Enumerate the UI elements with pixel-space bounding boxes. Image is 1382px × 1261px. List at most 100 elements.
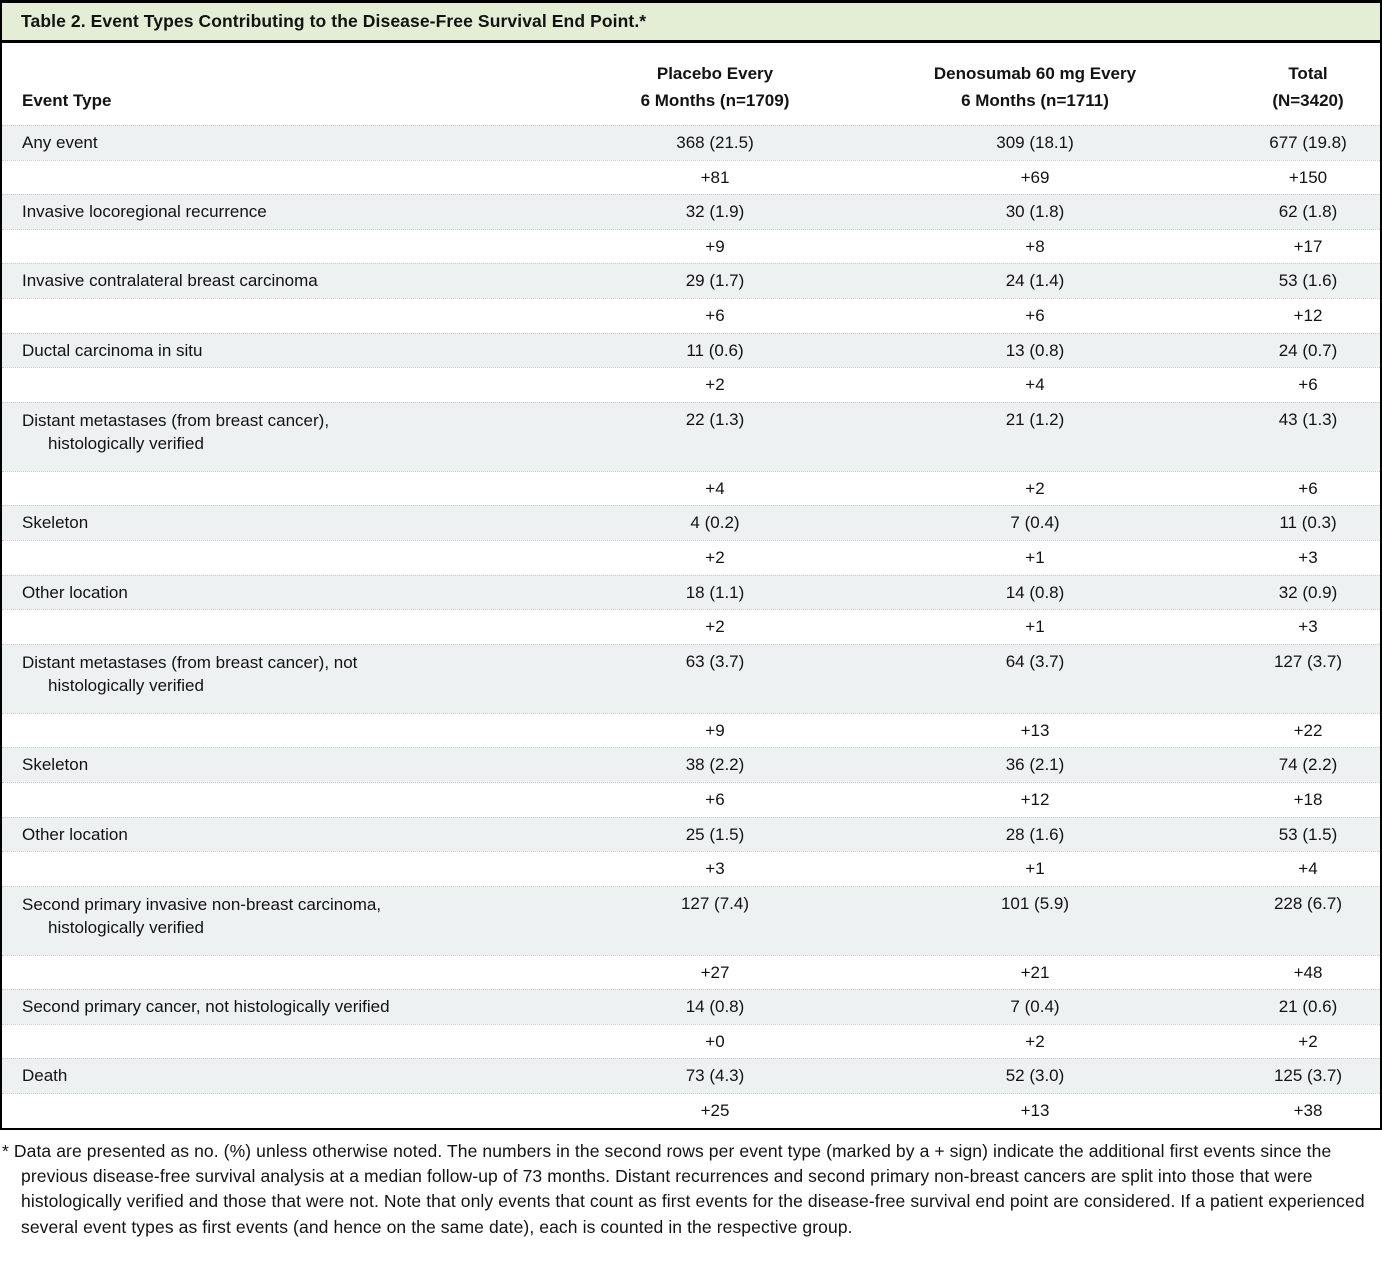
added-placebo-value: +4 xyxy=(705,478,725,498)
added-placebo-value: +25 xyxy=(700,1101,730,1121)
added-denosumab-value: +13 xyxy=(1020,1101,1050,1121)
denosumab-value: 14 (0.8) xyxy=(1005,582,1065,602)
event-label-line1: Skeleton xyxy=(22,513,89,533)
added-total-value: +6 xyxy=(1298,478,1318,498)
event-label-line1: Death xyxy=(22,1066,68,1086)
event-label: Other location xyxy=(2,576,560,610)
added-events-row: +81 +69 +150 xyxy=(2,159,1380,195)
event-label-line1: Ductal carcinoma in situ xyxy=(22,340,203,360)
denosumab-value: 24 (1.4) xyxy=(1005,271,1065,291)
added-denosumab-value: +12 xyxy=(1020,789,1050,809)
event-row: Skeleton 38 (2.2) 36 (2.1) 74 (2.2) xyxy=(2,747,1380,782)
added-denosumab-value: +13 xyxy=(1020,720,1050,740)
event-row: Any event 368 (21.5) 309 (18.1) 677 (19.8) xyxy=(2,125,1380,160)
denosumab-value: 28 (1.6) xyxy=(1005,824,1065,844)
empty-label-cell xyxy=(2,299,560,333)
added-total-value: +2 xyxy=(1298,1031,1318,1051)
event-row: Second primary cancer, not histologicall… xyxy=(2,989,1380,1024)
added-placebo-value: +2 xyxy=(705,375,725,395)
added-events-row: +25 +13 +38 xyxy=(2,1093,1380,1128)
event-label-line1: Distant metastases (from breast cancer), xyxy=(22,410,330,430)
event-label: Ductal carcinoma in situ xyxy=(2,334,560,368)
placebo-value: 18 (1.1) xyxy=(685,582,745,602)
placebo-value: 22 (1.3) xyxy=(685,409,745,429)
denosumab-value: 309 (18.1) xyxy=(996,133,1074,152)
table-card: Table 2. Event Types Contributing to the… xyxy=(0,0,1382,1130)
total-value: 21 (0.6) xyxy=(1278,997,1338,1017)
event-row: Invasive locoregional recurrence 32 (1.9)… xyxy=(2,194,1380,229)
added-denosumab-value: +1 xyxy=(1025,617,1045,637)
event-label-line1: Other location xyxy=(22,582,128,602)
placebo-value: 4 (0.2) xyxy=(690,513,740,533)
column-header-row: Event Type Placebo Every 6 Months (n=170… xyxy=(2,43,1380,125)
added-placebo-value: +2 xyxy=(705,617,725,637)
event-label-line2: histologically verified xyxy=(48,675,204,695)
placebo-value: 38 (2.2) xyxy=(685,755,745,775)
empty-label-cell xyxy=(2,230,560,264)
added-events-row: +4 +2 +6 xyxy=(2,470,1380,506)
denosumab-value: 52 (3.0) xyxy=(1005,1066,1065,1086)
added-placebo-value: +6 xyxy=(705,305,725,325)
event-label: Other location xyxy=(2,818,560,852)
event-label: Invasive locoregional recurrence xyxy=(2,195,560,229)
event-label-line1: Skeleton xyxy=(22,755,89,775)
event-label-line1: Any event xyxy=(22,133,98,152)
added-events-row: +0 +2 +2 xyxy=(2,1023,1380,1059)
column-header-event-type: Event Type xyxy=(22,91,112,110)
column-header-total: Total (N=3420) xyxy=(1272,64,1344,110)
total-value: 677 (19.8) xyxy=(1269,133,1347,152)
added-denosumab-value: +1 xyxy=(1025,859,1045,879)
column-header-denosumab: Denosumab 60 mg Every 6 Months (n=1711) xyxy=(933,64,1137,110)
added-placebo-value: +9 xyxy=(705,720,725,740)
denosumab-value: 13 (0.8) xyxy=(1005,340,1065,360)
table-title-bar: Table 2. Event Types Contributing to the… xyxy=(2,3,1380,43)
total-value: 62 (1.8) xyxy=(1278,202,1338,222)
event-label: Invasive contralateral breast carcinoma xyxy=(2,264,560,298)
total-value: 53 (1.6) xyxy=(1278,271,1338,291)
denosumab-value: 7 (0.4) xyxy=(1010,997,1060,1017)
empty-label-cell xyxy=(2,714,560,748)
added-events-row: +3 +1 +4 xyxy=(2,851,1380,886)
denosumab-value: 21 (1.2) xyxy=(1005,409,1065,429)
added-denosumab-value: +2 xyxy=(1025,478,1045,498)
added-denosumab-value: +1 xyxy=(1025,547,1045,567)
added-denosumab-value: +69 xyxy=(1020,167,1050,187)
total-value: 53 (1.5) xyxy=(1278,824,1338,844)
event-label-line2: histologically verified xyxy=(48,917,204,937)
empty-label-cell xyxy=(2,956,560,990)
empty-label-cell xyxy=(2,1094,560,1128)
event-label: Second primary cancer, not histologicall… xyxy=(2,990,560,1024)
added-total-value: +18 xyxy=(1293,789,1323,809)
empty-label-cell xyxy=(2,852,560,886)
total-value: 74 (2.2) xyxy=(1278,755,1338,775)
placebo-value: 11 (0.6) xyxy=(686,340,744,360)
added-total-value: +22 xyxy=(1293,720,1323,740)
event-label: Skeleton xyxy=(2,506,560,540)
added-events-row: +6 +6 +12 xyxy=(2,297,1380,333)
added-events-row: +2 +4 +6 xyxy=(2,367,1380,402)
added-denosumab-value: +4 xyxy=(1025,375,1045,395)
empty-label-cell xyxy=(2,472,560,506)
event-row: Distant metastases (from breast cancer),… xyxy=(2,643,1380,713)
added-events-row: +27 +21 +48 xyxy=(2,954,1380,990)
added-total-value: +6 xyxy=(1298,375,1318,395)
event-label: Any event xyxy=(2,126,560,160)
placebo-value: 368 (21.5) xyxy=(676,133,754,152)
event-row: Distant metastases (from breast cancer),… xyxy=(2,401,1380,471)
added-events-row: +2 +1 +3 xyxy=(2,609,1380,644)
event-label-line1: Other location xyxy=(22,824,128,844)
denosumab-value: 36 (2.1) xyxy=(1005,755,1065,775)
total-value: 43 (1.3) xyxy=(1278,409,1338,429)
total-value: 24 (0.7) xyxy=(1278,340,1338,360)
event-row: Other location 18 (1.1) 14 (0.8) 32 (0.9) xyxy=(2,574,1380,610)
added-denosumab-value: +21 xyxy=(1020,962,1050,982)
event-row: Skeleton 4 (0.2) 7 (0.4) 11 (0.3) xyxy=(2,505,1380,540)
event-label: Distant metastases (from breast cancer),… xyxy=(2,645,560,713)
event-row: Death 73 (4.3) 52 (3.0) 125 (3.7) xyxy=(2,1058,1380,1094)
event-label: Second primary invasive non-breast carci… xyxy=(2,887,560,955)
placebo-value: 63 (3.7) xyxy=(685,651,745,671)
table-body: Any event 368 (21.5) 309 (18.1) 677 (19.8) +… xyxy=(2,125,1380,1128)
added-events-row: +6 +12 +18 xyxy=(2,781,1380,817)
event-row: Second primary invasive non-breast carci… xyxy=(2,885,1380,955)
added-placebo-value: +3 xyxy=(705,859,725,879)
